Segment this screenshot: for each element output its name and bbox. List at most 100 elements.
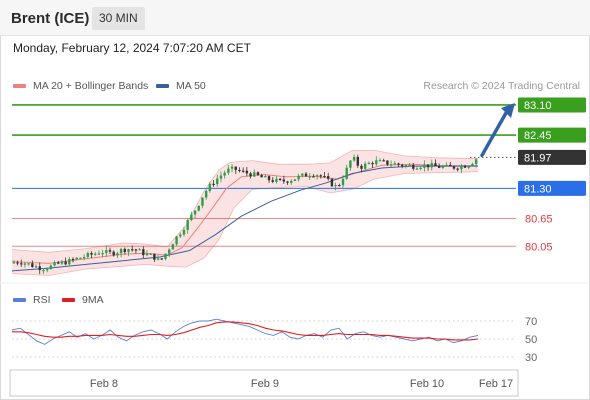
- candle-body: [204, 191, 208, 198]
- candle-body: [397, 163, 400, 165]
- candle-body: [460, 166, 463, 170]
- time-axis-label: Feb 9: [251, 378, 279, 390]
- candle-body: [38, 266, 41, 271]
- candle-body: [271, 180, 274, 182]
- candle-body: [423, 164, 426, 168]
- candle-body: [308, 176, 311, 178]
- candle-body: [145, 253, 149, 256]
- candle-body: [452, 166, 456, 169]
- candle-body: [230, 166, 234, 169]
- candle-body: [371, 162, 374, 165]
- bollinger-upper-line: [11, 150, 479, 253]
- candle-body: [119, 248, 123, 254]
- candle-body: [60, 261, 64, 264]
- candle-body: [171, 244, 175, 250]
- legend-label-rsi: RSI: [33, 294, 51, 306]
- instrument-title: Brent (ICE): [11, 10, 90, 27]
- candle-body: [356, 156, 360, 166]
- candle-body: [82, 256, 86, 259]
- candle-body: [164, 253, 167, 259]
- candle-body: [108, 250, 112, 252]
- candle-body: [437, 165, 441, 168]
- candle-body: [367, 162, 371, 165]
- candle-body: [160, 258, 163, 260]
- candle-body: [345, 167, 348, 179]
- candle-body: [16, 262, 19, 264]
- rsi-series-9MA: [12, 321, 479, 341]
- credit-text: Research © 2024 Trading Central: [423, 80, 580, 92]
- level-text-80.65: 80.65: [525, 213, 553, 225]
- candle-body: [297, 175, 300, 180]
- ma20-line: [11, 163, 478, 264]
- candle-body: [186, 220, 189, 230]
- legend-label-ma50: MA 50: [176, 80, 206, 92]
- candle-body: [90, 253, 93, 255]
- candle-body: [223, 172, 226, 176]
- candle-body: [352, 156, 356, 161]
- time-axis-label: Feb 10: [410, 378, 444, 390]
- candle-body: [400, 164, 404, 167]
- time-axis-box: [9, 369, 519, 397]
- candle-body: [153, 253, 156, 260]
- legend-swatch-rsi: [13, 298, 26, 302]
- candle-body: [301, 173, 304, 176]
- candle-body: [290, 180, 293, 183]
- candle-body: [208, 183, 212, 192]
- level-tag-text-81.97: 81.97: [524, 152, 552, 164]
- candle-body: [105, 250, 108, 254]
- candle-body: [123, 248, 127, 253]
- candle-body: [64, 261, 67, 265]
- candle-body: [42, 269, 45, 272]
- legend-rsi: RSI: [13, 294, 51, 306]
- candle-body: [415, 168, 419, 170]
- candle-body: [467, 166, 470, 168]
- candle-body: [349, 160, 352, 168]
- candle-body: [23, 263, 27, 265]
- candle-body: [27, 263, 30, 265]
- candle-body: [278, 178, 282, 180]
- candle-body: [323, 176, 326, 178]
- timeframe-badge[interactable]: 30 MIN: [92, 7, 145, 30]
- candle-body: [134, 249, 138, 251]
- candle-body: [315, 175, 319, 177]
- legend-swatch-bb: [13, 84, 26, 88]
- candle-body: [149, 253, 152, 255]
- candle-body: [463, 166, 467, 168]
- candle-body: [360, 165, 363, 169]
- candle-body: [382, 160, 385, 162]
- legend-label-bb: MA 20 + Bollinger Bands: [33, 80, 149, 92]
- chart-header: Brent (ICE) 30 MIN: [0, 0, 590, 36]
- candle-body: [267, 176, 271, 181]
- bollinger-band-fill: [12, 150, 478, 276]
- candle-body: [219, 175, 223, 179]
- candle-body: [341, 178, 345, 186]
- candle-body: [156, 258, 160, 260]
- level-tag-81.30: [518, 180, 586, 196]
- candle-body: [71, 258, 75, 261]
- legend-swatch-rsi-ma: [62, 298, 75, 302]
- candle-body: [286, 181, 289, 183]
- candle-body: [193, 210, 197, 215]
- candle-body: [12, 262, 16, 264]
- candle-body: [182, 229, 186, 235]
- candle-body: [474, 159, 478, 164]
- candle-body: [75, 257, 78, 260]
- level-tag-81.97: [518, 149, 586, 165]
- candle-body: [86, 253, 90, 257]
- legend-bollinger: MA 20 + Bollinger Bands: [13, 80, 148, 92]
- candle-body: [138, 249, 141, 251]
- candle-body: [216, 178, 219, 185]
- level-text-80.05: 80.05: [525, 241, 553, 253]
- candle-body: [445, 164, 448, 167]
- candle-body: [130, 249, 134, 251]
- forecast-arrow-shaft: [480, 111, 508, 158]
- candle-body: [408, 164, 411, 167]
- candle-body: [31, 263, 34, 267]
- candle-body: [471, 163, 474, 167]
- level-tag-text-81.30: 81.30: [524, 183, 552, 195]
- candle-body: [419, 167, 422, 170]
- candle-body: [97, 253, 101, 255]
- candle-body: [389, 164, 393, 166]
- candle-body: [312, 176, 315, 178]
